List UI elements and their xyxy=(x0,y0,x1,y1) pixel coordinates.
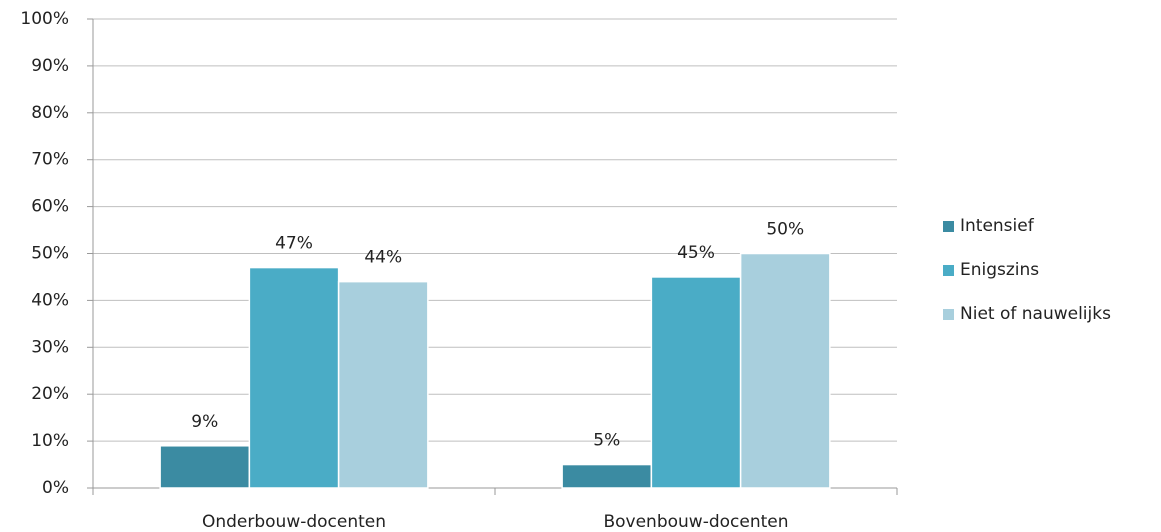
legend-swatch xyxy=(943,265,954,276)
legend-swatch xyxy=(943,221,954,232)
value-label: 47% xyxy=(275,234,313,254)
x-tick-label: Onderbouw-docenten xyxy=(202,512,386,532)
y-tick-label: 100% xyxy=(20,9,69,29)
bar xyxy=(248,266,340,489)
legend-label: Intensief xyxy=(960,216,1035,236)
value-label: 50% xyxy=(766,220,804,240)
bar xyxy=(650,276,742,489)
bar xyxy=(561,463,653,489)
value-label: 45% xyxy=(677,243,715,263)
y-tick-label: 10% xyxy=(31,431,69,451)
y-tick-label: 0% xyxy=(42,478,69,498)
legend-label: Niet of nauwelijks xyxy=(960,304,1111,324)
x-tick-label: Bovenbouw-docenten xyxy=(603,512,788,532)
bar xyxy=(337,280,429,489)
y-tick-label: 90% xyxy=(31,56,69,76)
y-tick-label: 40% xyxy=(31,290,69,310)
value-label: 9% xyxy=(191,412,218,432)
legend-swatch xyxy=(943,309,954,320)
y-tick-label: 20% xyxy=(31,384,69,404)
y-tick-label: 80% xyxy=(31,103,69,123)
legend-label: Enigszins xyxy=(960,260,1039,280)
y-tick-label: 70% xyxy=(31,150,69,170)
y-tick-label: 60% xyxy=(31,197,69,217)
bar xyxy=(739,252,831,489)
value-label: 44% xyxy=(364,248,402,268)
bar xyxy=(159,445,251,489)
y-tick-label: 50% xyxy=(31,244,69,264)
y-tick-label: 30% xyxy=(31,337,69,357)
value-label: 5% xyxy=(593,431,620,451)
